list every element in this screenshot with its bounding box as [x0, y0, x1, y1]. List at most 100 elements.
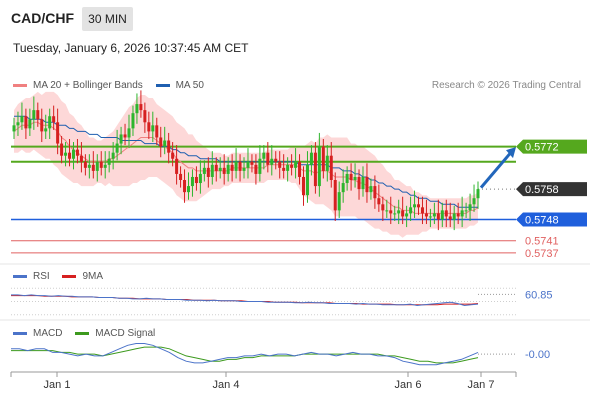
candle: [48, 108, 52, 139]
candle-body: [68, 152, 72, 159]
candle-body: [218, 167, 222, 171]
candle: [194, 166, 198, 191]
candle: [64, 142, 68, 167]
rsi-legend: RSI 9MA: [13, 271, 103, 282]
candle: [167, 132, 171, 164]
candle: [389, 196, 393, 225]
candle-body: [222, 167, 226, 174]
macd-panel[interactable]: -0.00: [11, 343, 550, 366]
candle: [341, 169, 345, 203]
candle: [274, 151, 278, 170]
candle-body: [472, 198, 476, 205]
candle-body: [274, 158, 278, 162]
candle: [71, 142, 75, 170]
candle-body: [389, 210, 393, 214]
candle-body: [305, 164, 309, 196]
candle-body: [476, 189, 480, 199]
candle-body: [20, 116, 24, 123]
candle-body: [143, 110, 147, 123]
candle: [258, 145, 262, 182]
candle: [131, 105, 135, 136]
legend-9ma-label: 9MA: [82, 271, 104, 282]
candle-body: [313, 152, 317, 187]
rsi-value-label: 60.85: [525, 289, 553, 301]
candle: [151, 111, 155, 143]
candle: [361, 166, 365, 197]
candle-body: [226, 164, 230, 174]
level-label-3: 0.5748: [525, 214, 559, 226]
legend-rsi-label: RSI: [33, 271, 50, 282]
candle: [325, 145, 329, 182]
candle-body: [294, 161, 298, 168]
candle-body: [428, 216, 432, 218]
bollinger-band-area: [14, 91, 478, 238]
macd-signal-line: [11, 346, 479, 364]
candle: [298, 154, 302, 185]
legend-ma20-swatch: [13, 83, 27, 87]
candle: [313, 142, 317, 194]
candle-body: [401, 210, 405, 217]
candle-body: [432, 213, 436, 217]
candle-body: [175, 158, 179, 174]
legend-macd: MACD: [13, 328, 62, 339]
candle-body: [329, 155, 333, 180]
candle-body: [444, 210, 448, 217]
level-label-box-2: [516, 182, 587, 197]
candle-body: [317, 146, 321, 187]
candle-body: [385, 210, 389, 212]
candle-body: [234, 161, 238, 171]
timeframe-button[interactable]: 30 MIN: [82, 7, 133, 31]
candle-body: [111, 152, 115, 159]
candle-body: [171, 152, 175, 159]
x-tick-label: Jan 4: [213, 379, 240, 391]
candle: [24, 108, 28, 139]
candle-body: [409, 207, 413, 214]
candle-body: [95, 161, 99, 171]
candle: [357, 169, 361, 200]
candle: [111, 142, 115, 170]
candle: [329, 142, 333, 188]
candle-body: [413, 204, 417, 208]
rsi-line: [11, 294, 479, 307]
time-axis: Jan 1 Jan 4 Jan 6 Jan 7: [0, 263, 590, 391]
candle: [405, 205, 409, 228]
level-label-box-0: [516, 139, 587, 154]
legend-ma50-swatch: [155, 83, 170, 87]
candle-body: [127, 128, 131, 138]
legend-macd-signal: MACD Signal: [75, 328, 155, 339]
rsi-panel[interactable]: 60.85: [11, 287, 553, 316]
candle: [99, 151, 103, 176]
candle: [190, 169, 194, 197]
x-tick-label: Jan 1: [44, 379, 71, 391]
candle-body: [353, 176, 357, 180]
level-label-1: 0.5767: [525, 157, 559, 169]
candle-body: [159, 137, 163, 147]
candle: [254, 154, 258, 185]
candle: [103, 151, 107, 179]
candle: [230, 154, 234, 182]
candle-body: [179, 173, 183, 180]
candle-body: [16, 122, 20, 126]
candle: [476, 181, 480, 209]
candle-body: [266, 152, 270, 165]
candle: [234, 148, 238, 179]
candle: [305, 151, 309, 203]
candle: [186, 172, 190, 200]
candle: [317, 132, 321, 197]
candle-body: [373, 186, 377, 199]
candle: [464, 202, 468, 218]
candle-body: [417, 204, 421, 208]
candle: [472, 184, 476, 212]
candle-body: [24, 116, 28, 129]
candle: [432, 202, 436, 225]
legend-rsi-swatch: [13, 274, 27, 278]
candle: [409, 196, 413, 221]
candle: [127, 114, 131, 149]
candle-body: [52, 116, 56, 123]
candle: [214, 157, 218, 182]
candle-body: [210, 164, 214, 177]
candle: [60, 135, 64, 164]
candle-body: [369, 186, 373, 193]
